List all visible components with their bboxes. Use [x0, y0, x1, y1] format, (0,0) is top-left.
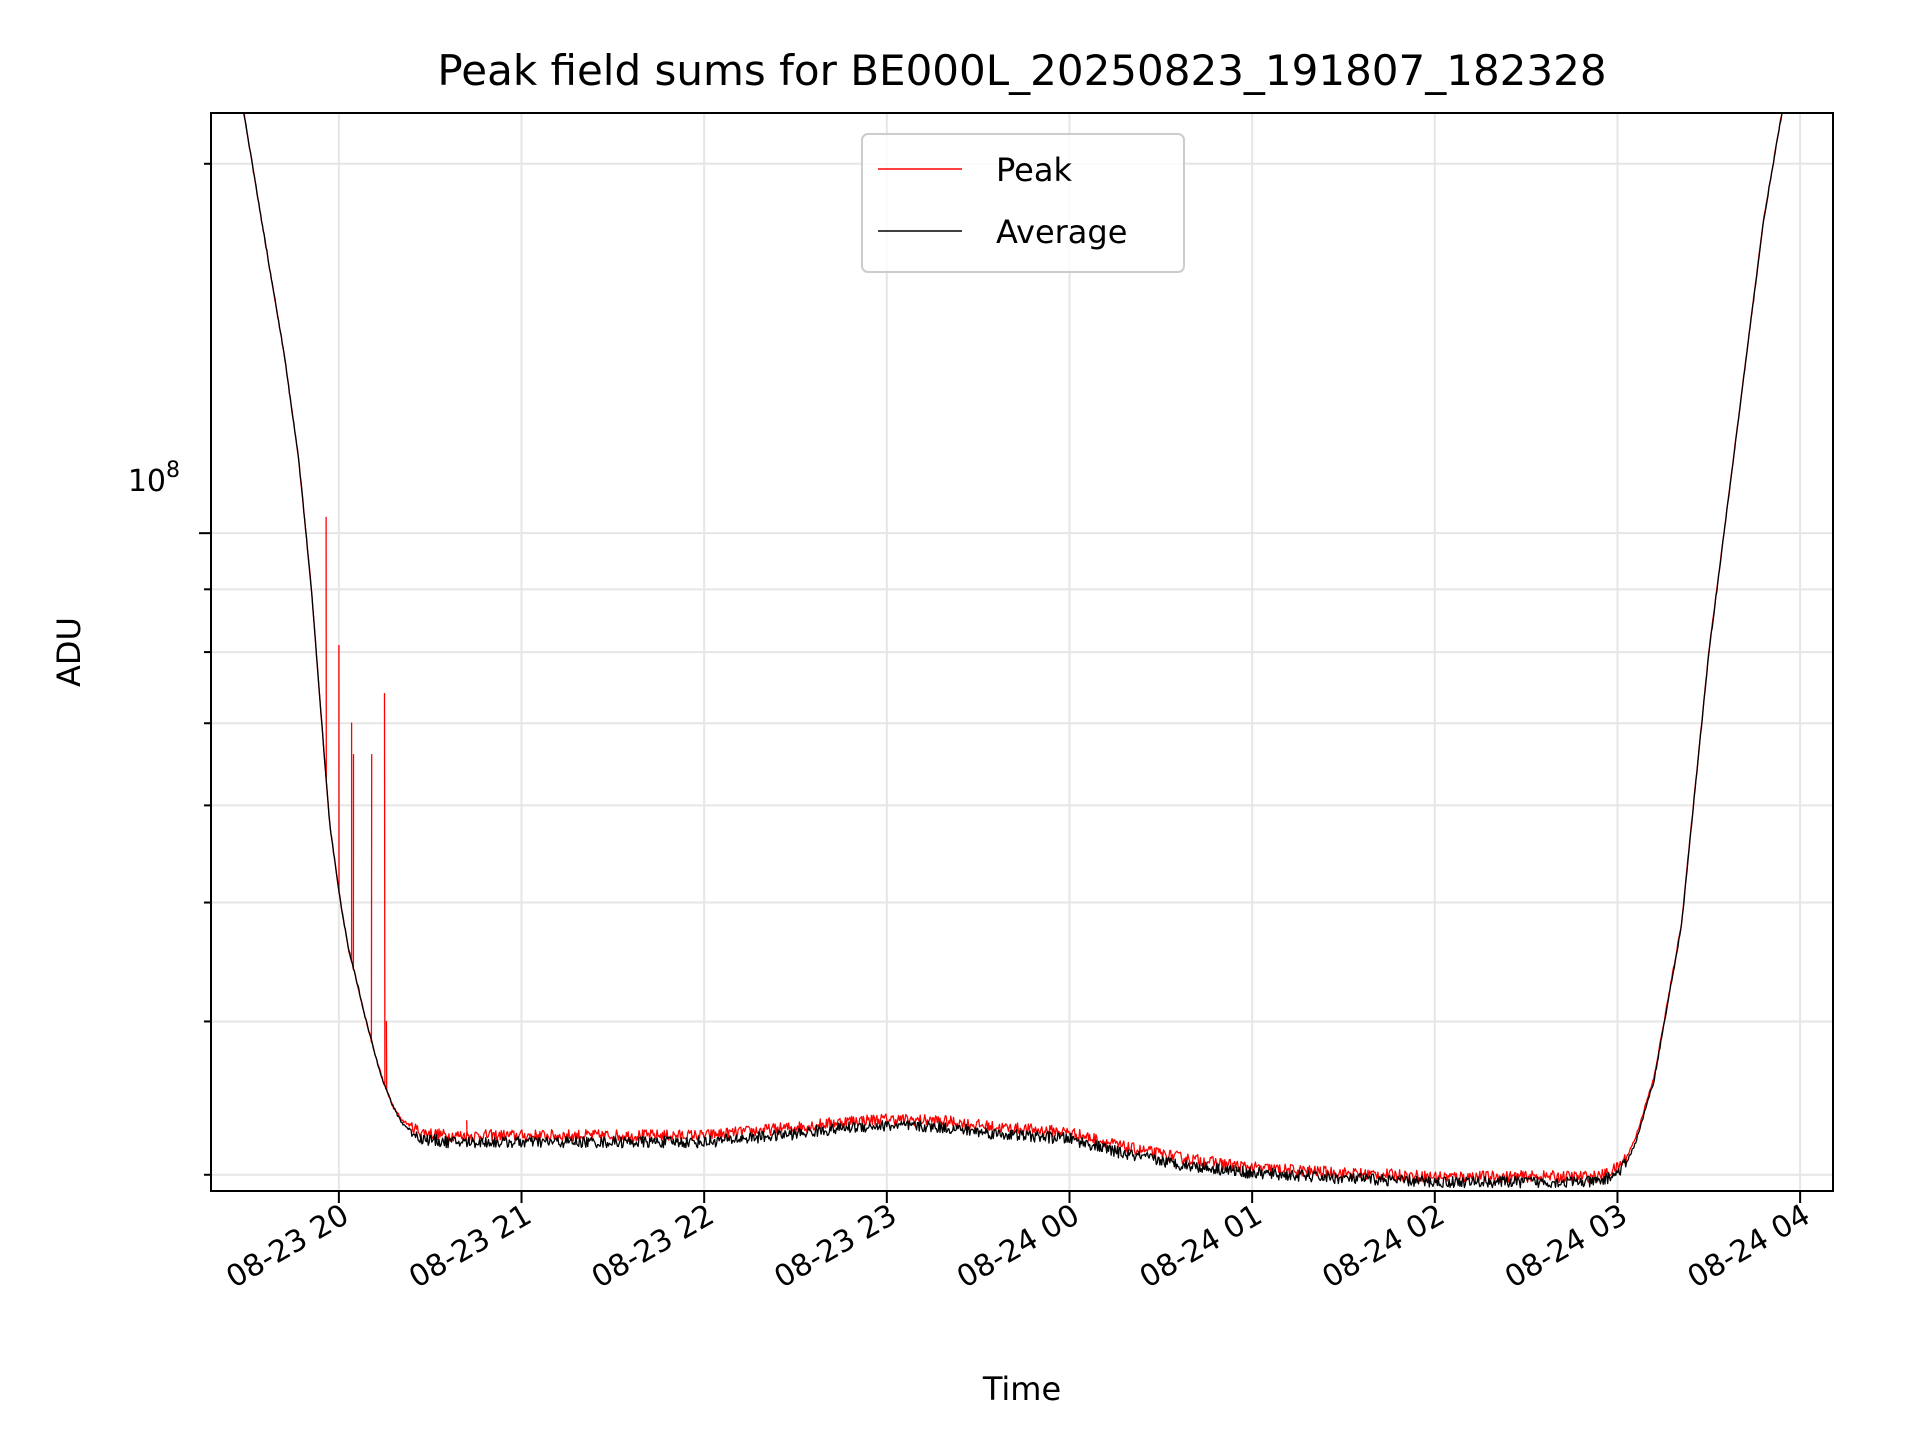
legend-label-average: Average [996, 213, 1127, 251]
series-line-average [243, 113, 1783, 1189]
legend: Peak Average [861, 133, 1185, 273]
chart-title: Peak field sums for BE000L_20250823_1918… [437, 46, 1606, 95]
y-axis [199, 162, 211, 1176]
y-tick-label-major: 108 [128, 458, 180, 499]
y-tick-exponent: 8 [166, 458, 180, 483]
legend-label-peak: Peak [996, 151, 1072, 189]
y-tick-base: 10 [128, 464, 166, 499]
x-axis-label: Time [982, 1370, 1061, 1408]
series-layer [243, 113, 1783, 1189]
y-axis-label: ADU [50, 617, 88, 687]
